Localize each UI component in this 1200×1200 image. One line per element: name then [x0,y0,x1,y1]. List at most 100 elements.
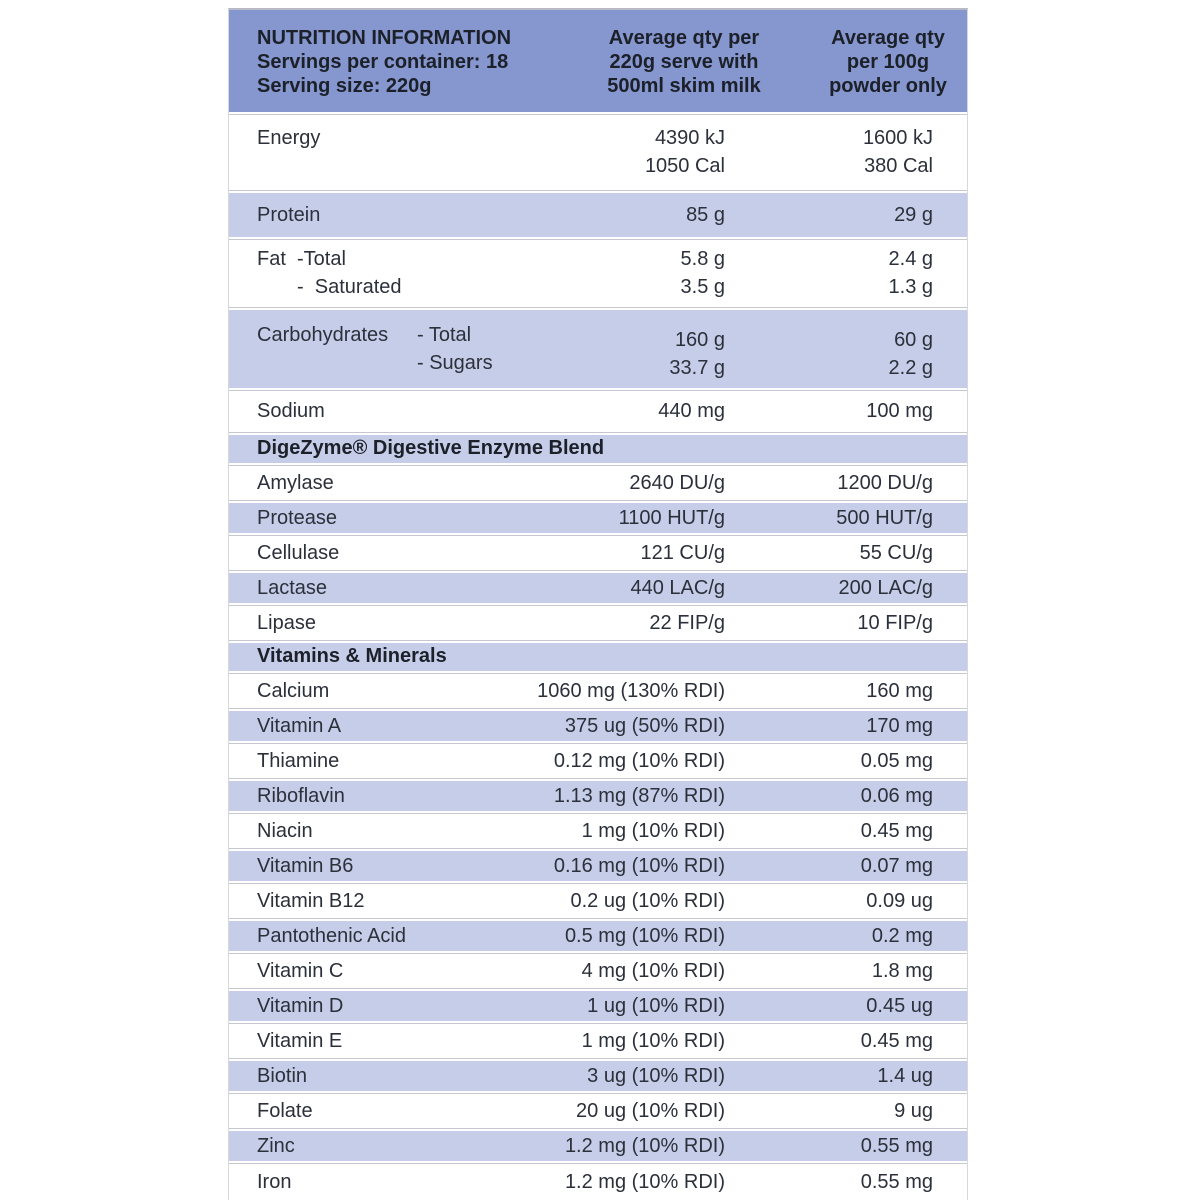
nutrient-label-cell: Thiamine [229,747,501,775]
value-line: 1 mg (10% RDI) [581,819,725,842]
per-serve-value-cell: 4 mg (10% RDI) [501,957,731,985]
per-100g-value-cell: 100 mg [731,397,967,425]
value-line: 170 mg [866,714,933,737]
per-100g-value-cell: 0.05 mg [731,747,967,775]
row-zinc: Zinc 1.2 mg (10% RDI) 0.55 mg [229,1128,967,1163]
header-col-per-100g-line: powder only [829,75,947,97]
value-line: 22 FIP/g [649,611,725,634]
value-line: 55 CU/g [859,541,933,564]
value-line: 1.2 mg (10% RDI) [564,1134,725,1157]
header-col-per-serve-line: 500ml skim milk [607,75,761,97]
nutrient-label-cell: Calcium [229,677,501,705]
row-vitamins-minerals: Vitamins & Minerals [229,640,967,673]
value-line: 60 g [894,328,933,351]
per-serve-value-cell: 1 ug (10% RDI) [501,992,731,1020]
value-line: 0.05 mg [860,749,933,772]
nutrient-label: Vitamin B6 [257,854,354,877]
per-serve-value-cell: 1.13 mg (87% RDI) [501,782,731,810]
header-col-per-100g-line: per 100g [846,51,930,73]
servings-per-container: Servings per container: 18 [257,51,509,73]
value-line: 0.45 ug [866,994,933,1017]
nutrient-label: Folate [257,1099,313,1122]
value-line: 440 LAC/g [630,576,725,599]
nutrient-label: Protein [257,203,321,226]
value-line: 33.7 g [669,356,725,379]
per-100g-value-cell: 0.45 ug [731,992,967,1020]
value-line: 0.55 mg [860,1134,933,1157]
value-line: 375 ug (50% RDI) [564,714,725,737]
per-100g-value-cell: 0.2 mg [731,922,967,950]
value-line: 160 g [674,328,725,351]
per-serve-value-cell: 160 g 33.7 g [501,316,731,382]
header-col-per-100g-line: Average qty [831,27,945,49]
nutrient-label-cell: Vitamin B6 [229,852,501,880]
nutrient-label: Carbohydrates [257,323,389,346]
per-100g-value-cell: 0.07 mg [731,852,967,880]
per-serve-value-cell: 1.2 mg (10% RDI) [501,1132,731,1160]
per-100g-value-cell: 0.45 mg [731,1027,967,1055]
nutrient-label: Energy [257,127,321,149]
value-line: 0.2 ug (10% RDI) [570,889,725,912]
per-serve-value-cell: 1.2 mg (10% RDI) [501,1168,731,1196]
value-line: 10 FIP/g [857,611,933,634]
value-line: 2.2 g [888,356,933,379]
nutrient-label: Thiamine [257,749,340,772]
value-line: 1.8 mg [871,959,933,982]
nutrient-label: Amylase [257,471,334,494]
header-col-per-serve-line: Average qty per [608,27,760,49]
per-100g-value-cell: 0.55 mg [731,1132,967,1160]
section-title: DigeZyme® Digestive Enzyme Blend [257,437,605,459]
nutrient-label: Pantothenic Acid [257,924,406,947]
nutrient-label: Riboflavin [257,784,345,807]
nutrient-sublabel: - Saturated [297,276,402,298]
row-amylase: Amylase 2640 DU/g 1200 DU/g [229,465,967,500]
per-serve-value-cell: 0.2 ug (10% RDI) [501,887,731,915]
value-line: 20 ug (10% RDI) [576,1099,725,1122]
value-line: 1050 Cal [644,155,725,177]
value-line: 0.45 mg [860,819,933,842]
per-100g-value-cell: 10 FIP/g [731,609,967,637]
nutrient-label-cell: Amylase [229,469,501,497]
row-lipase: Lipase 22 FIP/g 10 FIP/g [229,605,967,640]
per-serve-value-cell: 1060 mg (130% RDI) [501,677,731,705]
per-serve-value-cell: 375 ug (50% RDI) [501,712,731,740]
value-line: 0.06 mg [860,784,933,807]
value-line: 0.12 mg (10% RDI) [553,749,725,772]
nutrient-label: Sodium [257,400,325,422]
per-serve-value-cell: 1100 HUT/g [501,504,731,532]
nutrient-sublabel: - Sugars [417,351,493,374]
nutrient-label-cell: Vitamin D [229,992,501,1020]
row-protease: Protease 1100 HUT/g 500 HUT/g [229,500,967,535]
per-100g-value-cell: 1.4 ug [731,1062,967,1090]
nutrition-table: NUTRITION INFORMATION Servings per conta… [228,8,968,1200]
row-energy: Energy 4390 kJ 1050 Cal 1600 kJ 380 Cal [229,114,967,190]
nutrient-label: Vitamin B12 [257,889,365,912]
per-100g-value-cell: 29 g [731,201,967,229]
row-pantothenic-acid: Pantothenic Acid 0.5 mg (10% RDI) 0.2 mg [229,918,967,953]
per-serve-value-cell: 440 mg [501,397,731,425]
row-thiamine: Thiamine 0.12 mg (10% RDI) 0.05 mg [229,743,967,778]
row-vitamin-d: Vitamin D 1 ug (10% RDI) 0.45 ug [229,988,967,1023]
nutrient-label: Fat [257,248,286,270]
row-vitamin-e: Vitamin E 1 mg (10% RDI) 0.45 mg [229,1023,967,1058]
nutrient-label: Protease [257,506,338,529]
nutrient-label-cell: Protein [229,201,501,229]
per-100g-value-cell: 500 HUT/g [731,504,967,532]
per-100g-value-cell: 1200 DU/g [731,469,967,497]
nutrient-sublabel: -Total [297,248,346,270]
value-line: 4390 kJ [654,127,725,149]
nutrient-label: Zinc [257,1134,295,1157]
per-serve-value-cell: 20 ug (10% RDI) [501,1097,731,1125]
row-carbohydrates: Carbohydrates - Total - Sugars 160 g 33.7 … [229,307,967,390]
value-line: 200 LAC/g [838,576,933,599]
per-serve-value-cell: 1 mg (10% RDI) [501,817,731,845]
value-line: 1 ug (10% RDI) [587,994,725,1017]
per-serve-value-cell: 4390 kJ 1050 Cal [501,124,731,180]
value-line: 29 g [894,203,933,226]
value-line: 1.4 ug [877,1064,933,1087]
per-serve-value-cell: 3 ug (10% RDI) [501,1062,731,1090]
nutrient-sublabels: -Total - Saturated [297,245,402,301]
value-line: 1060 mg (130% RDI) [537,679,725,702]
nutrient-label-cell: Energy [229,114,501,152]
row-cellulase: Cellulase 121 CU/g 55 CU/g [229,535,967,570]
